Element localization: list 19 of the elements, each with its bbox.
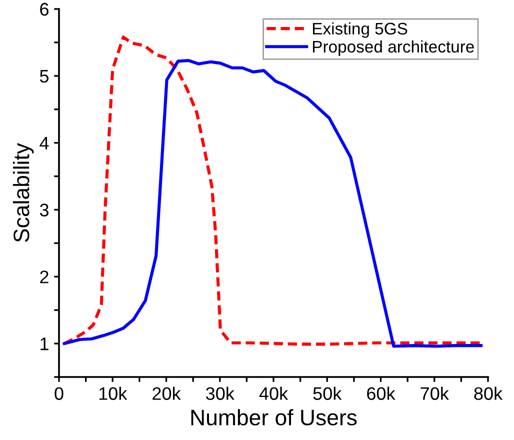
x-tick-label: 0 bbox=[54, 387, 64, 400]
y-tick-label: 2 bbox=[40, 270, 48, 284]
x-tick-label: 50k bbox=[313, 386, 342, 400]
y-tick-label: 6 bbox=[40, 2, 48, 16]
y-tick-label: 5 bbox=[40, 70, 49, 83]
x-tick-label: 10k bbox=[99, 386, 128, 400]
y-tick-label: 1 bbox=[40, 338, 48, 350]
legend-label: Existing 5GS bbox=[312, 22, 408, 38]
x-tick-label: 20k bbox=[152, 386, 181, 400]
x-tick-label: 70k bbox=[420, 386, 449, 400]
y-tick-label: 4 bbox=[40, 136, 49, 150]
legend-label: Proposed architecture bbox=[312, 40, 474, 56]
x-tick-label: 40k bbox=[259, 386, 288, 400]
y-tick-label: 3 bbox=[40, 204, 48, 216]
x-tick-label: 60k bbox=[367, 386, 396, 400]
x-tick-label: 30k bbox=[206, 386, 234, 400]
y-axis-title: Scalability bbox=[12, 143, 34, 242]
x-tick-label: 80k bbox=[474, 386, 503, 400]
x-axis-title: Number of Users bbox=[191, 409, 357, 426]
